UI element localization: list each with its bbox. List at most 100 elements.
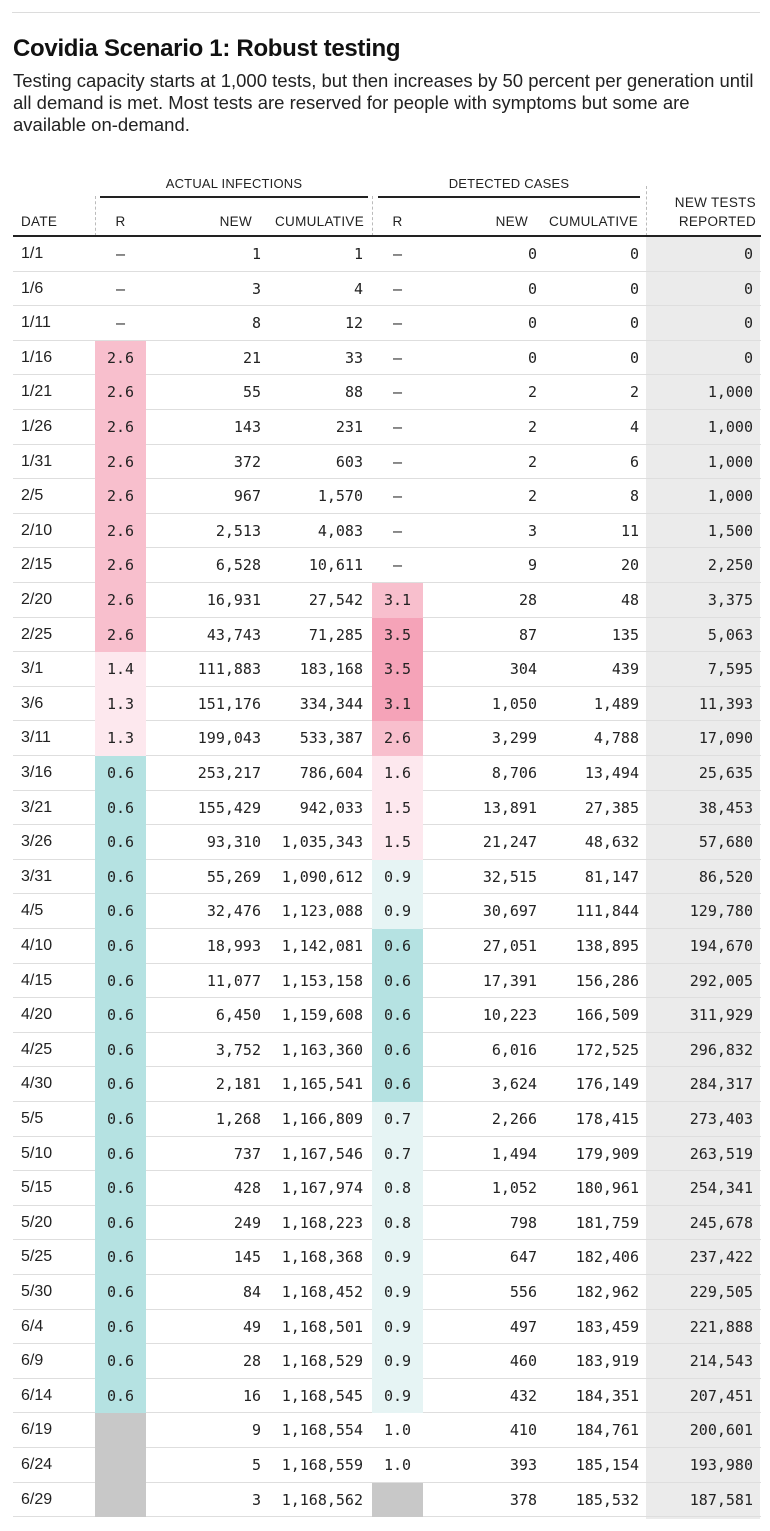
cell-r-detected (372, 1483, 423, 1518)
cell-r-detected: 0.9 (383, 1386, 412, 1405)
cell-new-actual: 93,310 (206, 833, 261, 852)
cell-cumulative-detected: 11 (620, 521, 639, 540)
cell-new-actual: 11,077 (206, 971, 261, 990)
cell-cumulative-detected: 0 (629, 348, 639, 367)
cell-r-detected: – (392, 383, 403, 402)
cell-cumulative-detected: 20 (620, 556, 639, 575)
cell-date: 5/20 (21, 1213, 53, 1231)
cell-cumulative-detected: 4,788 (593, 729, 639, 748)
header-new-detected: NEW (495, 214, 528, 229)
cell-new-tests: 1,000 (707, 383, 753, 402)
cell-new-tests: 284,317 (689, 1075, 753, 1094)
cell-r-detected: 0.9 (383, 1283, 412, 1301)
cell-new-actual: 737 (233, 1144, 261, 1163)
cell-cumulative-detected: 181,759 (575, 1213, 639, 1232)
cell-cumulative-actual: 1,166,809 (281, 1110, 363, 1128)
table-row: 6/4 0.6 49 1,168,501 0.9 497 183,459 221,888 (13, 1309, 761, 1345)
cell-date: 3/11 (21, 729, 51, 747)
cell-cumulative-detected: 166,509 (575, 1006, 639, 1025)
cell-r-detected: 2.6 (383, 729, 412, 748)
cell-cumulative-actual: 533,387 (299, 729, 363, 748)
cell-new-actual: 1,268 (215, 1110, 261, 1128)
cell-cumulative-actual: 1,168,529 (281, 1352, 363, 1371)
cell-cumulative-detected: 27,385 (584, 798, 639, 817)
cell-cumulative-actual: 1,168,368 (281, 1248, 363, 1267)
cell-cumulative-actual: 12 (344, 314, 363, 333)
cell-new-actual: 145 (233, 1248, 261, 1267)
cell-r-detected: – (392, 487, 403, 506)
cell-date: 1/26 (21, 418, 53, 435)
cell-cumulative-actual: 1,168,223 (281, 1213, 363, 1232)
page-subtitle: Testing capacity starts at 1,000 tests, … (13, 70, 754, 135)
cell-r-actual: 0.6 (106, 1144, 135, 1163)
r-shade-cell (95, 1482, 146, 1518)
cell-new-tests: 57,680 (698, 833, 753, 852)
r-shade-cell (95, 1102, 146, 1137)
cell-date: 6/24 (21, 1456, 53, 1473)
cell-cumulative-actual: 1,123,088 (281, 902, 363, 921)
cell-date: 4/30 (21, 1075, 53, 1093)
r-shade-cell (95, 1205, 146, 1241)
cell-r-actual: 2.6 (106, 521, 135, 540)
r-shade-cell (372, 617, 423, 653)
cell-date: 5/10 (21, 1144, 53, 1162)
cell-new-tests: 245,678 (689, 1213, 753, 1232)
table-row: 5/25 0.6 145 1,168,368 0.9 647 182,406 237,422 (13, 1240, 761, 1275)
cell-new-tests: 194,670 (689, 937, 753, 955)
table-row: 6/29 3 1,168,562 378 185,532 187,581 (13, 1482, 761, 1518)
cell-r-detected: 0.6 (383, 1075, 412, 1094)
r-shade-cell (372, 1240, 423, 1275)
cell-new-actual: 2,181 (215, 1075, 261, 1094)
header-cumulative-detected: CUMULATIVE (548, 214, 638, 229)
cell-new-tests: 1,000 (707, 452, 753, 471)
r-shade-cell (95, 1413, 146, 1448)
r-shade-cell (95, 513, 146, 549)
r-shade-cell (372, 894, 423, 929)
cell-cumulative-actual: 1,168,554 (281, 1421, 363, 1440)
cell-r-detected: 0.7 (383, 1144, 412, 1163)
cell-cumulative-detected: 184,351 (575, 1386, 639, 1405)
cell-new-tests: 2,250 (707, 556, 753, 575)
table-row: 3/16 0.6 253,217 786,604 1.6 8,706 13,494 25,63… (13, 756, 761, 791)
r-shade-cell (95, 859, 146, 895)
cell-new-detected: 3 (527, 521, 537, 540)
cell-new-detected: 2 (527, 452, 537, 471)
r-shade-cell (372, 1275, 423, 1310)
cell-cumulative-detected: 156,286 (575, 971, 639, 990)
cell-cumulative-actual: 1,167,546 (281, 1144, 363, 1163)
cell-r-actual: – (115, 245, 126, 263)
cell-new-detected: 2,266 (491, 1110, 537, 1128)
cell-date: 5/30 (21, 1283, 53, 1300)
table-row: 4/30 0.6 2,181 1,165,541 0.6 3,624 176,149 284,… (13, 1067, 761, 1102)
r-shade-cell (95, 375, 146, 410)
table-row: 2/20 2.6 16,931 27,542 3.1 28 48 3,375 (13, 583, 761, 618)
cell-new-actual: 28 (242, 1352, 261, 1371)
cell-new-actual: 428 (233, 1179, 261, 1198)
cell-r-detected: 0.9 (383, 1248, 412, 1267)
cell-cumulative-detected: 8 (629, 487, 639, 506)
cell-cumulative-detected: 183,919 (575, 1352, 639, 1371)
cell-date: 2/10 (21, 521, 53, 539)
cell-new-detected: 0 (527, 245, 537, 263)
cell-cumulative-actual: 1,035,343 (281, 833, 363, 852)
table-row: 5/20 0.6 249 1,168,223 0.8 798 181,759 245,678 (13, 1205, 761, 1241)
cell-new-detected: 378 (509, 1490, 537, 1509)
cell-cumulative-actual: 1,167,974 (281, 1179, 363, 1198)
cell-new-actual: 199,043 (197, 729, 261, 748)
cell-new-detected: 28 (518, 591, 537, 609)
cell-r-detected: 0.9 (383, 1352, 412, 1371)
r-shade-cell (95, 410, 146, 445)
cell-new-actual: 18,993 (206, 937, 261, 955)
table-row: 4/10 0.6 18,993 1,142,081 0.6 27,051 138,895 19… (13, 929, 761, 964)
cell-date: 6/19 (21, 1421, 53, 1439)
r-shade-cell (372, 1102, 423, 1137)
table-row: 1/26 2.6 143 231 – 2 4 1,000 (13, 410, 761, 445)
table-row: 4/15 0.6 11,077 1,153,158 0.6 17,391 156,286 29… (13, 963, 761, 999)
cell-r-actual: 1.3 (106, 729, 135, 748)
cell-r-detected: 3.1 (383, 591, 412, 609)
cell-cumulative-detected: 439 (611, 660, 639, 679)
cell-cumulative-actual: 334,344 (299, 694, 363, 713)
cell-date: 4/20 (21, 1006, 53, 1024)
cell-new-tests: 200,601 (689, 1421, 753, 1440)
cell-date: 3/6 (21, 694, 44, 712)
